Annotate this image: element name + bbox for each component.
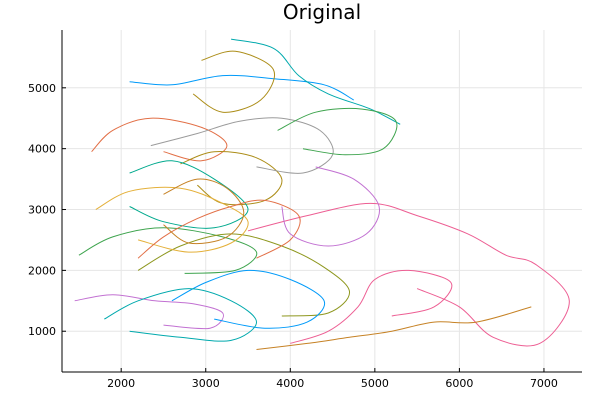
grid-layer <box>62 30 582 372</box>
series-line <box>91 117 228 162</box>
series-line <box>104 288 257 342</box>
x-tick-label: 2000 <box>107 377 135 390</box>
axes-layer <box>61 30 582 373</box>
series-line <box>171 269 326 329</box>
series-line <box>290 269 453 344</box>
series-line <box>150 117 334 174</box>
series-layer <box>74 38 570 350</box>
series-line <box>137 233 351 317</box>
series-line <box>256 306 532 350</box>
series-line <box>129 160 249 229</box>
series-line <box>129 74 354 101</box>
y-tick-label: 2000 <box>28 264 56 277</box>
x-tick-label: 5000 <box>361 377 389 390</box>
y-tick-label: 4000 <box>28 143 56 156</box>
series-line <box>192 50 275 113</box>
series-line <box>281 166 380 247</box>
series-line <box>74 294 224 330</box>
x-tick-label: 7000 <box>530 377 558 390</box>
series-line <box>137 199 301 259</box>
series-line <box>163 178 245 245</box>
y-tick-label: 3000 <box>28 204 56 217</box>
series-line <box>277 107 398 156</box>
chart-title: Original <box>283 0 361 24</box>
x-tick-label: 4000 <box>276 377 304 390</box>
series-line <box>247 202 570 347</box>
ticks-layer: 2000 3000 4000 5000 6000 7000 1000 2000 3000 4000… <box>28 82 558 390</box>
x-tick-label: 3000 <box>192 377 220 390</box>
series-line <box>95 186 249 253</box>
y-tick-label: 1000 <box>28 325 56 338</box>
series-line <box>180 150 283 206</box>
series-line <box>78 227 258 274</box>
y-tick-label: 5000 <box>28 82 56 95</box>
x-tick-label: 6000 <box>445 377 473 390</box>
